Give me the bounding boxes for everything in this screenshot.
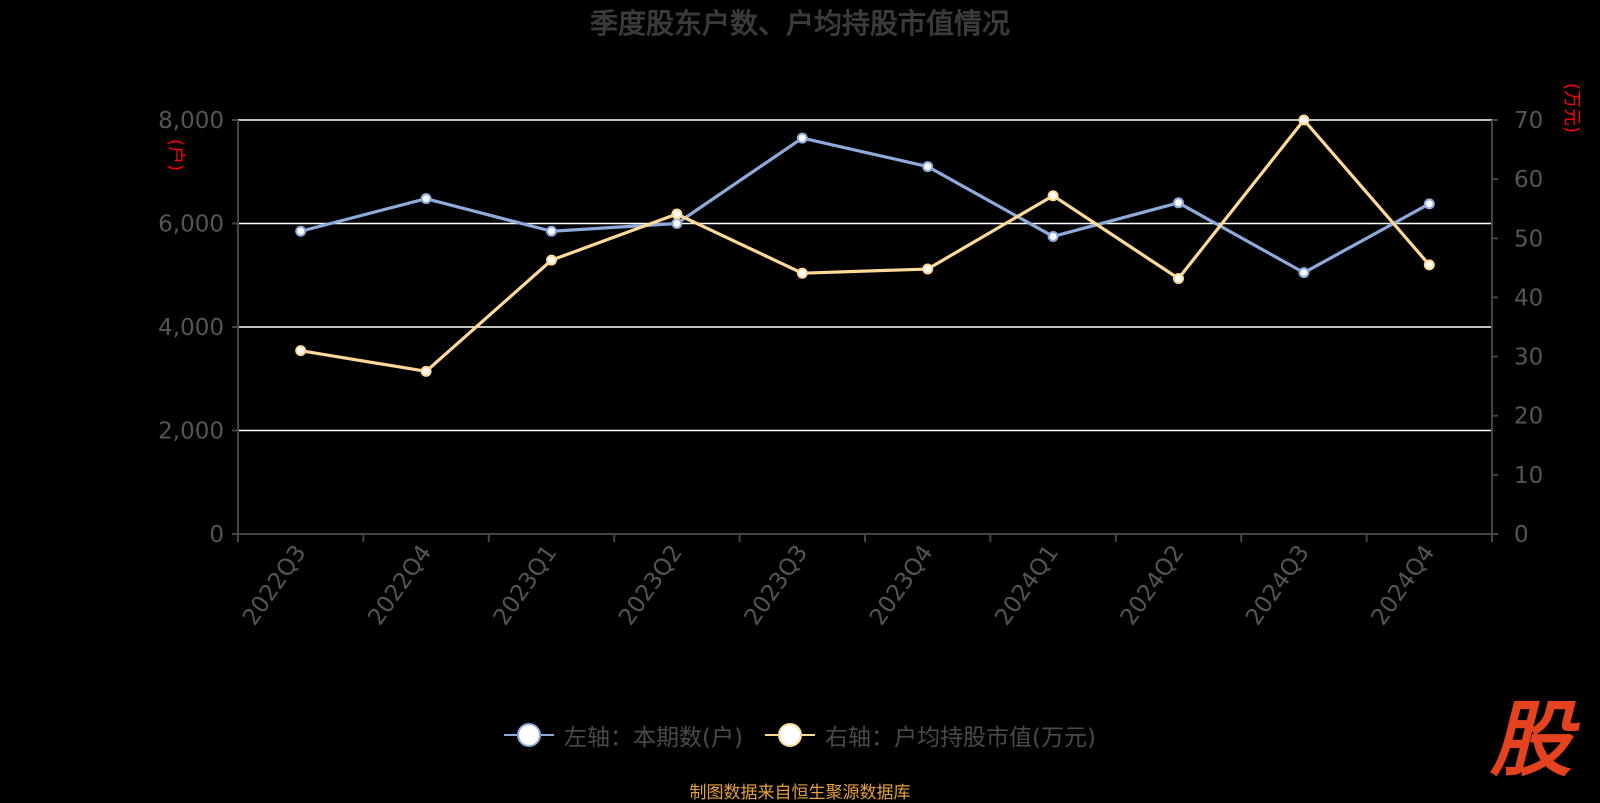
x-axis-tick-label: 2024Q2 [1116,541,1190,631]
x-axis-tick-label: 2023Q1 [489,541,563,631]
legend-label-right: 右轴：户均持股市值(万元) [825,725,1096,751]
right-axis-tick-label: 0 [1514,522,1529,548]
data-point-left [420,193,432,205]
data-point-right [922,263,934,275]
x-axis-tick-label: 2024Q3 [1241,541,1315,631]
data-point-right [1047,190,1059,202]
x-axis-tick-label: 2023Q4 [865,541,939,631]
data-source-note: 制图数据来自恒生聚源数据库 [689,783,911,803]
x-axis-tick-label: 2023Q2 [614,541,688,631]
data-point-left [1423,198,1435,210]
data-point-right [420,365,432,377]
data-point-left [1298,267,1310,279]
series-line-left [300,136,1431,275]
left-axis-tick-label: 0 [209,522,224,548]
left-axis-tick-label: 4,000 [158,315,224,341]
right-axis-tick-label: 20 [1514,404,1543,430]
data-point-left [796,132,808,144]
data-point-left [1173,197,1184,209]
legend-label-left: 左轴：本期数(户) [564,725,743,751]
data-point-right [1298,114,1310,126]
left-axis-tick-label: 6,000 [158,212,224,238]
brand-logo: 股 [1490,693,1572,788]
data-point-left [671,218,683,229]
x-axis-tick-label: 2024Q4 [1367,541,1441,631]
right-axis-unit: (万元) [1561,83,1582,133]
data-point-left [1047,230,1059,242]
data-point-right [796,267,808,279]
data-point-right [1173,273,1184,285]
left-axis-tick-label: 8,000 [158,108,224,134]
right-axis-tick-label: 60 [1514,167,1543,193]
data-point-right [295,345,307,357]
x-axis-tick-label: 2022Q3 [238,541,312,631]
right-axis-tick-label: 10 [1514,463,1543,489]
left-axis-tick-label: 2,000 [158,419,224,445]
legend-swatch-right [765,723,815,747]
legend-swatch-left [504,723,555,747]
right-axis-tick-label: 30 [1514,345,1543,371]
legend-item-left[interactable]: 左轴：本期数(户) [504,718,743,752]
legend: 左轴：本期数(户) 右轴：户均持股市值(万元) [0,718,1600,752]
x-axis-tick-label: 2023Q3 [740,541,814,631]
x-axis-tick-label: 2024Q1 [990,541,1064,631]
legend-item-right[interactable]: 右轴：户均持股市值(万元) [765,718,1096,752]
data-point-right [671,208,683,220]
right-axis-tick-label: 40 [1514,285,1543,311]
right-axis-tick-label: 50 [1514,226,1543,252]
data-point-left [922,161,934,173]
data-point-left [546,225,557,237]
x-axis-tick-label: 2022Q4 [363,541,437,631]
series-line-right [300,118,1431,373]
data-point-left [295,225,307,237]
data-point-right [1423,259,1435,271]
left-axis-unit: (户) [165,139,186,171]
data-point-right [546,254,557,266]
right-axis-tick-label: 70 [1514,108,1543,134]
chart-title: 季度股东户数、户均持股市值情况 [589,7,1010,40]
